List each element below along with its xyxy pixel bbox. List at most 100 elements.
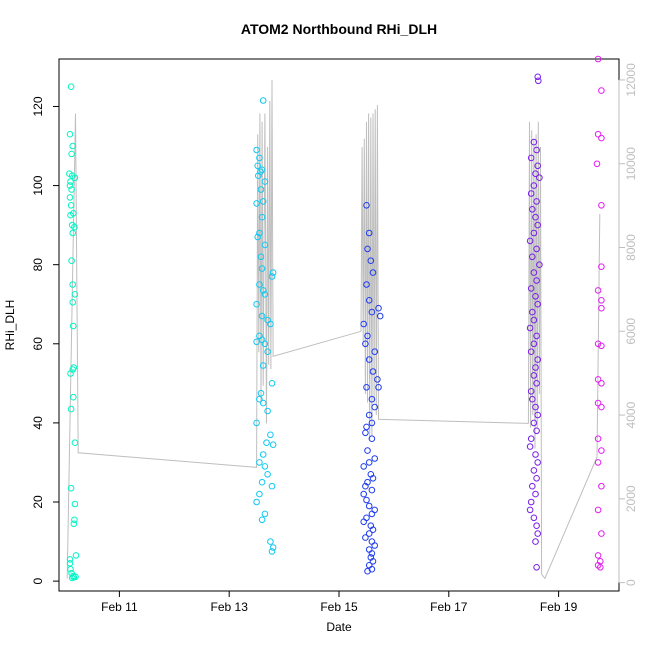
data-point	[258, 213, 266, 221]
data-point	[254, 172, 262, 179]
data-point	[530, 138, 538, 146]
y2-tick-label: 10000	[624, 147, 638, 181]
data-point	[365, 356, 373, 363]
data-point	[597, 564, 604, 571]
data-point	[594, 435, 602, 443]
data-point	[527, 435, 535, 443]
data-point	[259, 97, 267, 104]
data-point	[269, 544, 277, 551]
data-point	[68, 574, 76, 582]
data-point	[376, 312, 384, 320]
data-point	[69, 281, 76, 288]
data-point	[72, 573, 79, 581]
data-point	[259, 362, 267, 369]
data-point	[533, 380, 540, 387]
data-point	[253, 419, 260, 427]
data-point	[258, 516, 266, 524]
data-point	[594, 130, 602, 138]
y-tick-label: 120	[31, 96, 45, 116]
data-point	[256, 281, 263, 288]
data-point	[365, 411, 373, 419]
data-point	[594, 399, 602, 407]
data-point	[533, 564, 540, 571]
data-point	[70, 210, 77, 217]
data-point	[533, 475, 540, 482]
series-2	[253, 97, 277, 555]
data-point	[535, 77, 542, 85]
series-1	[66, 83, 80, 582]
data-point	[362, 429, 369, 437]
data-point	[365, 530, 373, 537]
y2-tick-label: 8000	[624, 234, 638, 261]
data-point	[598, 87, 605, 94]
data-point	[263, 439, 270, 447]
data-point	[267, 431, 274, 439]
data-point	[253, 498, 260, 506]
data-point	[529, 308, 536, 316]
data-point	[527, 285, 535, 292]
data-point	[598, 447, 605, 454]
data-point	[530, 269, 538, 276]
data-point	[365, 297, 373, 304]
data-point	[368, 308, 376, 316]
data-point	[70, 520, 78, 528]
data-point	[374, 376, 381, 383]
x-tick-label: Feb 19	[540, 600, 578, 614]
y2-tick-label: 4000	[624, 401, 638, 428]
data-point	[364, 567, 371, 575]
data-point	[71, 223, 78, 231]
data-point	[66, 130, 74, 138]
data-point	[371, 542, 379, 549]
data-point	[534, 459, 542, 466]
data-point	[532, 451, 539, 458]
data-point	[532, 403, 539, 411]
data-point	[529, 206, 536, 213]
y-axis-left: 0 20 40 60 80 100 120	[31, 96, 60, 584]
data-point	[254, 233, 262, 241]
data-point	[526, 443, 534, 450]
data-point	[256, 395, 263, 403]
data-point	[532, 293, 539, 300]
data-point	[368, 510, 376, 518]
data-point	[68, 257, 75, 265]
data-point	[261, 241, 269, 249]
y-tick-label: 0	[31, 577, 45, 584]
data-point	[362, 482, 369, 490]
data-point	[371, 455, 379, 462]
data-point	[536, 261, 543, 269]
data-point	[526, 237, 534, 245]
data-point	[67, 405, 75, 413]
y-axis-right: 0 2000 4000 6000 8000 10000 12000	[618, 63, 638, 586]
data-point	[367, 257, 375, 265]
y-tick-label: 60	[31, 337, 45, 351]
data-point	[369, 475, 377, 482]
data-point	[530, 182, 538, 189]
data-point	[369, 558, 377, 565]
data-point	[67, 83, 75, 90]
data-point	[364, 447, 371, 454]
y2-tick-label: 2000	[624, 485, 638, 512]
data-point	[533, 522, 540, 530]
data-point	[534, 73, 542, 81]
data-point	[530, 316, 538, 324]
data-point	[371, 403, 379, 411]
data-point	[268, 482, 276, 490]
data-point	[598, 202, 605, 209]
data-point	[368, 550, 376, 557]
data-point	[534, 356, 542, 363]
data-point	[257, 253, 265, 261]
data-point	[527, 154, 535, 162]
data-point	[253, 200, 260, 207]
data-point	[527, 498, 535, 506]
data-point	[71, 291, 79, 298]
data-point	[68, 150, 75, 158]
data-point	[268, 273, 276, 280]
data-point	[67, 370, 74, 377]
data-point	[261, 463, 269, 470]
data-point	[362, 340, 369, 348]
data-point	[593, 160, 601, 168]
data-point	[598, 304, 605, 312]
data-point	[598, 482, 605, 490]
data-point	[253, 338, 260, 346]
data-point	[261, 340, 269, 348]
